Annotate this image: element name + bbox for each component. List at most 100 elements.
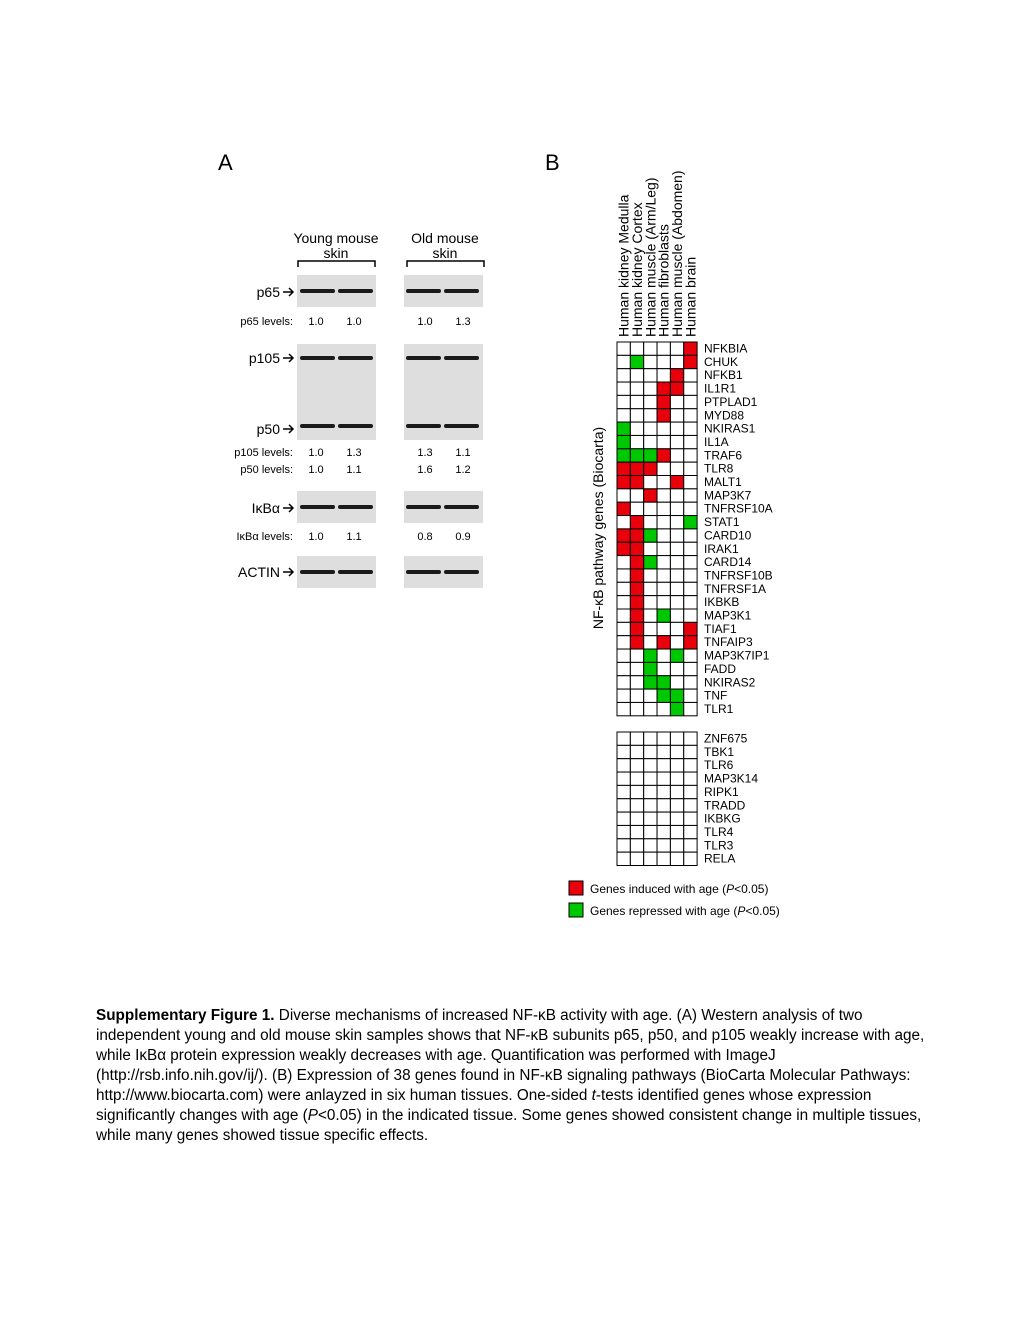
cell <box>643 541 658 557</box>
cell <box>656 515 671 530</box>
band <box>338 570 373 574</box>
cell <box>656 758 671 773</box>
band <box>300 356 335 360</box>
legend-run: <0.05) <box>734 882 768 896</box>
cell <box>616 341 631 356</box>
cell <box>656 475 671 490</box>
levels-label: IκBα levels: <box>237 531 294 543</box>
arrow <box>283 503 295 513</box>
cell <box>669 701 685 717</box>
cell <box>643 488 658 503</box>
legend-label: Genes repressed with age (P<0.05) <box>590 904 780 918</box>
cell <box>643 688 658 703</box>
cell <box>669 501 685 517</box>
cell <box>669 608 685 623</box>
cell <box>643 475 658 490</box>
cell <box>669 354 685 370</box>
arrow <box>283 424 295 434</box>
cell <box>616 408 631 423</box>
cell <box>629 394 645 410</box>
legend-run: P <box>726 882 734 896</box>
cell <box>669 648 685 663</box>
cell <box>616 675 631 690</box>
band <box>338 356 373 360</box>
arrow <box>283 353 295 363</box>
cell <box>683 731 698 746</box>
cell <box>616 648 631 663</box>
cell <box>656 621 671 637</box>
gene-label: TIAF1 <box>704 622 737 636</box>
cell <box>656 581 671 597</box>
gene-label: RELA <box>704 852 735 866</box>
gene-label: TNFRSF10B <box>704 568 773 582</box>
gene-label: MAP3K7IP1 <box>704 649 770 663</box>
cell <box>629 851 645 867</box>
cell <box>683 501 698 517</box>
cell <box>669 461 685 476</box>
caption-run: Diverse mechanisms of increased NF-κB ac… <box>96 1007 925 1104</box>
level-value: 1.0 <box>346 316 361 328</box>
level-value: 1.0 <box>308 464 323 476</box>
cell <box>656 394 671 410</box>
gene-label: FADD <box>704 662 736 676</box>
cell <box>616 731 631 746</box>
cell <box>643 515 658 530</box>
cell <box>629 758 645 773</box>
cell <box>669 675 685 690</box>
cell <box>616 758 631 773</box>
arrow <box>283 567 295 577</box>
level-value: 1.0 <box>308 316 323 328</box>
cell <box>656 798 671 813</box>
cell <box>669 758 685 773</box>
cell <box>683 555 698 570</box>
cell <box>669 381 685 396</box>
cell <box>656 824 671 840</box>
cell <box>656 341 671 356</box>
cell <box>683 394 698 410</box>
cell <box>669 744 685 760</box>
cell <box>656 784 671 800</box>
cell <box>616 688 631 703</box>
cell <box>669 811 685 826</box>
cell <box>656 648 671 663</box>
cell <box>643 581 658 597</box>
cell <box>683 408 698 423</box>
cell <box>643 701 658 717</box>
gene-label: CARD10 <box>704 528 752 542</box>
axis-label: NF-κB pathway genes (Biocarta) <box>590 427 606 629</box>
cell <box>616 771 631 786</box>
cell <box>629 501 645 517</box>
cell <box>616 541 631 557</box>
caption-run: t <box>591 1087 596 1104</box>
cell <box>656 568 671 583</box>
cell <box>683 688 698 703</box>
cell <box>643 798 658 813</box>
band <box>338 424 373 428</box>
cell <box>616 461 631 476</box>
level-value: 0.8 <box>417 531 432 543</box>
level-value: 1.3 <box>455 316 470 328</box>
cell <box>683 568 698 583</box>
cell <box>683 851 698 867</box>
cell <box>683 488 698 503</box>
gene-label: TLR8 <box>704 462 734 476</box>
level-value: 1.2 <box>455 464 470 476</box>
caption-run: <0.05) in the indicated tissue. Some gen… <box>96 1107 922 1144</box>
caption: Supplementary Figure 1. Diverse mechanis… <box>96 1006 926 1146</box>
cell <box>629 784 645 800</box>
gene-label: PTPLAD1 <box>704 395 758 409</box>
gene-label: MAP3K14 <box>704 772 758 786</box>
cell <box>629 608 645 623</box>
group-label: Old mouse <box>411 230 479 246</box>
cell <box>629 515 645 530</box>
gene-label: TRAF6 <box>704 448 742 462</box>
cell <box>616 434 631 450</box>
level-value: 0.9 <box>455 531 470 543</box>
cell <box>669 731 685 746</box>
cell <box>669 798 685 813</box>
cell <box>643 851 658 867</box>
cell <box>683 661 698 677</box>
gene-label: NKIRAS2 <box>704 675 756 689</box>
cell <box>629 798 645 813</box>
cell <box>656 381 671 396</box>
